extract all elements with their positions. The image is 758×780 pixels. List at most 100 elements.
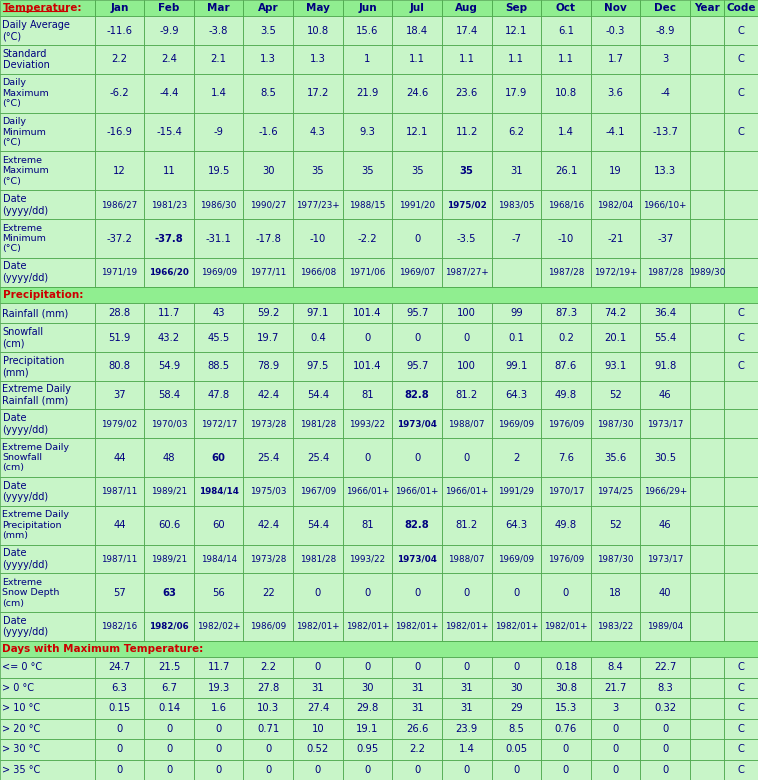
Bar (293, 658, 343, 678)
Text: 1977/23+: 1977/23+ (296, 200, 340, 209)
Bar (144, 505, 194, 544)
Bar (641, 438, 690, 477)
Text: 1966/29+: 1966/29+ (644, 487, 687, 496)
Text: 1972/19+: 1972/19+ (594, 268, 637, 277)
Bar (0, 739, 95, 760)
Text: 1968/16: 1968/16 (548, 200, 584, 209)
Text: 91.8: 91.8 (654, 361, 676, 371)
Text: Snowfall
(cm): Snowfall (cm) (2, 327, 44, 349)
Bar (690, 739, 724, 760)
Text: 1966/20: 1966/20 (149, 268, 189, 277)
Text: 13.3: 13.3 (654, 166, 676, 176)
Bar (95, 544, 144, 573)
Text: 0: 0 (464, 662, 470, 672)
Bar (95, 190, 144, 219)
Bar (95, 324, 144, 352)
Text: -37.2: -37.2 (107, 233, 133, 243)
Bar (293, 16, 343, 45)
Text: 25.4: 25.4 (257, 452, 280, 463)
Text: Precipitation:: Precipitation: (2, 290, 83, 300)
Bar (590, 151, 641, 190)
Bar (590, 0, 641, 16)
Text: 11.7: 11.7 (158, 308, 180, 318)
Text: 12.1: 12.1 (505, 26, 528, 36)
Bar (194, 73, 243, 112)
Bar (641, 303, 690, 324)
Bar (641, 760, 690, 780)
Bar (690, 477, 724, 505)
Bar (491, 505, 541, 544)
Bar (343, 612, 393, 641)
Text: 78.9: 78.9 (257, 361, 280, 371)
Text: 1990/27: 1990/27 (250, 200, 287, 209)
Text: Daily
Minimum
(°C): Daily Minimum (°C) (2, 117, 46, 147)
Text: -4: -4 (660, 88, 670, 98)
Bar (724, 151, 758, 190)
Text: 10: 10 (312, 724, 324, 734)
Text: Extreme Daily
Rainfall (mm): Extreme Daily Rainfall (mm) (2, 385, 71, 406)
Text: 0: 0 (563, 764, 569, 775)
Text: 24.7: 24.7 (108, 662, 130, 672)
Bar (491, 45, 541, 73)
Bar (393, 658, 442, 678)
Bar (0, 0, 95, 16)
Bar (491, 190, 541, 219)
Text: 1969/09: 1969/09 (498, 420, 534, 428)
Text: 0.71: 0.71 (257, 724, 280, 734)
Text: 22.7: 22.7 (654, 662, 676, 672)
Text: C: C (738, 682, 744, 693)
Bar (95, 739, 144, 760)
Bar (724, 438, 758, 477)
Text: 1973/04: 1973/04 (397, 555, 437, 563)
Bar (343, 73, 393, 112)
Bar (393, 698, 442, 718)
Bar (144, 381, 194, 410)
Text: 1973/28: 1973/28 (250, 420, 287, 428)
Bar (243, 151, 293, 190)
Text: 31: 31 (312, 682, 324, 693)
Text: 0: 0 (315, 662, 321, 672)
Text: 46: 46 (659, 390, 672, 400)
Bar (144, 718, 194, 739)
Text: 11: 11 (163, 166, 175, 176)
Text: 60: 60 (211, 452, 226, 463)
Text: 1982/01+: 1982/01+ (396, 622, 439, 631)
Bar (0, 760, 95, 780)
Bar (144, 324, 194, 352)
Text: 1973/17: 1973/17 (647, 420, 684, 428)
Text: Temperature:: Temperature: (2, 3, 82, 13)
Bar (590, 698, 641, 718)
Text: -4.1: -4.1 (606, 127, 625, 137)
Text: 1973/28: 1973/28 (250, 555, 287, 563)
Bar (0, 718, 95, 739)
Text: 35: 35 (362, 166, 374, 176)
Text: -11.6: -11.6 (106, 26, 133, 36)
Bar (442, 73, 491, 112)
Text: 0.18: 0.18 (555, 662, 577, 672)
Bar (641, 739, 690, 760)
Text: 0: 0 (215, 744, 222, 754)
Bar (590, 410, 641, 438)
Text: 1966/01+: 1966/01+ (396, 487, 439, 496)
Bar (343, 678, 393, 698)
Text: 49.8: 49.8 (555, 520, 577, 530)
Text: 25.4: 25.4 (307, 452, 329, 463)
Bar (343, 438, 393, 477)
Bar (590, 45, 641, 73)
Text: 18: 18 (609, 587, 622, 597)
Bar (541, 190, 590, 219)
Bar (243, 760, 293, 780)
Bar (690, 678, 724, 698)
Text: 2.4: 2.4 (161, 55, 177, 65)
Text: 97.1: 97.1 (307, 308, 329, 318)
Bar (590, 73, 641, 112)
Text: 42.4: 42.4 (257, 520, 280, 530)
Bar (194, 381, 243, 410)
Bar (293, 573, 343, 612)
Text: C: C (738, 26, 744, 36)
Bar (343, 352, 393, 381)
Text: 1987/28: 1987/28 (548, 268, 584, 277)
Text: 88.5: 88.5 (208, 361, 230, 371)
Bar (0, 219, 95, 258)
Text: Jul: Jul (409, 3, 424, 13)
